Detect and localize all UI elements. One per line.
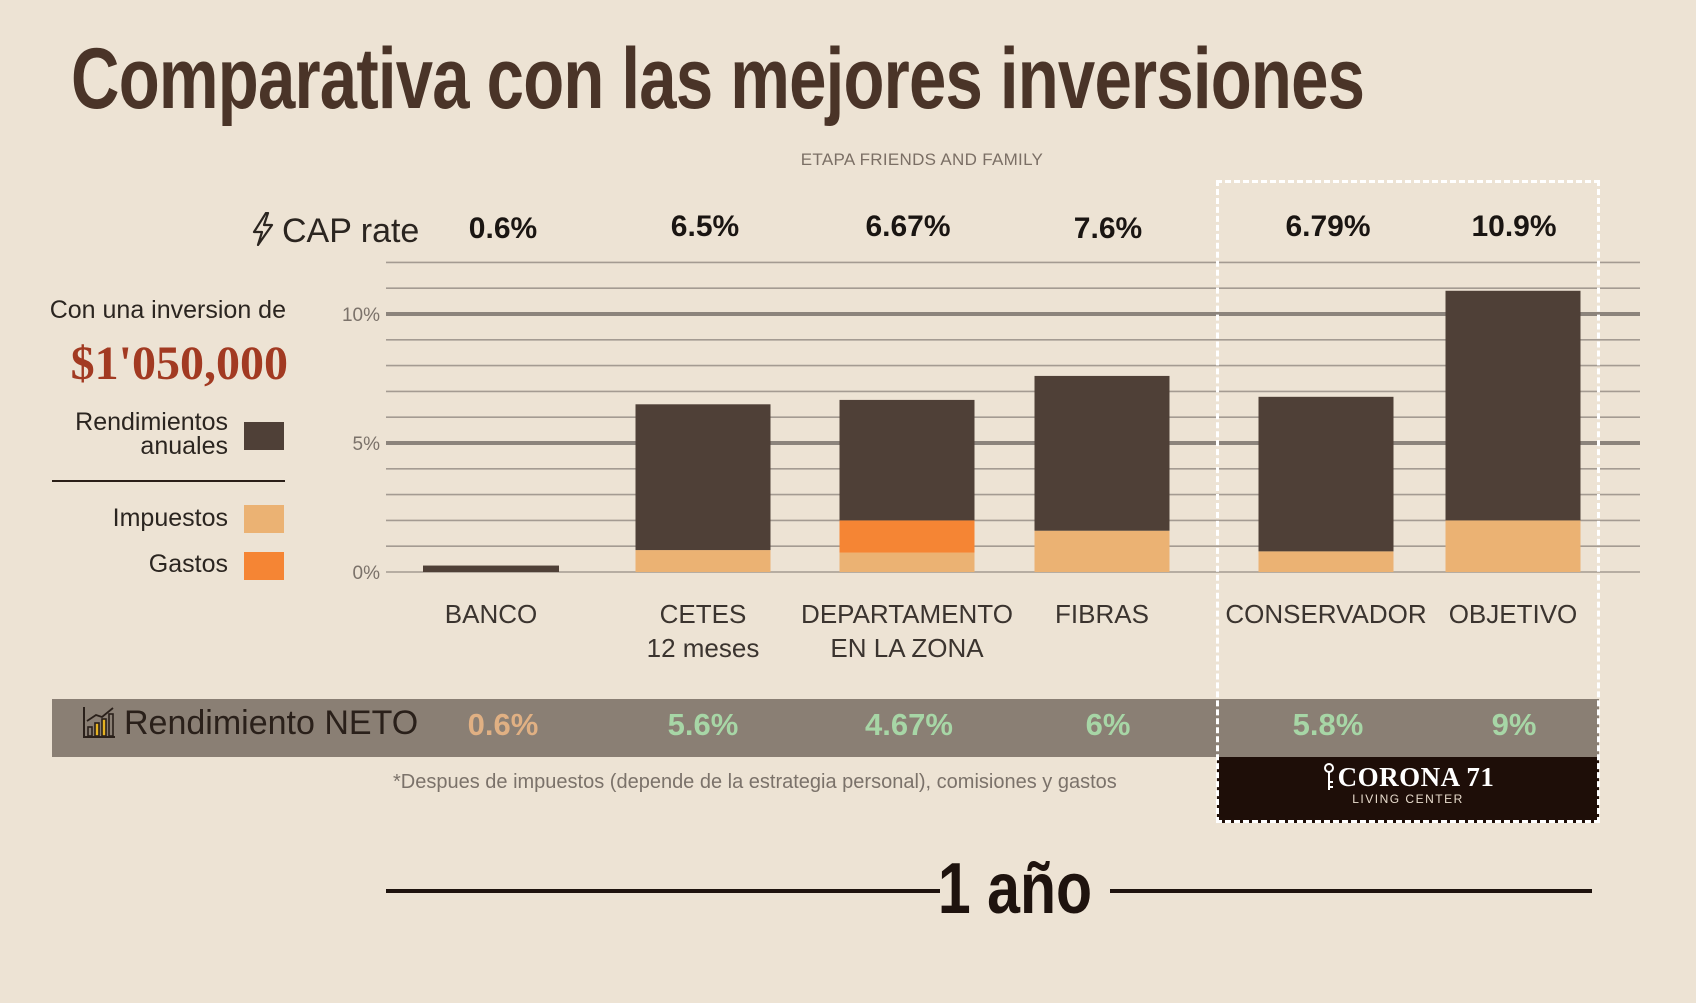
brand-logo: CORONA 71 [1217, 762, 1599, 793]
legend-impuestos-swatch [244, 505, 284, 533]
bar-segment [1034, 530, 1170, 572]
net-return-value: 9% [1491, 707, 1537, 742]
cap-rate-value: 6.5% [670, 210, 740, 243]
legend-impuestos-label: Impuestos [112, 504, 228, 532]
category-label: DEPARTAMENTO EN LA ZONA [787, 597, 1027, 665]
cap-rate-value: 6.79% [1285, 210, 1371, 243]
investment-label: Con una inversion de [49, 296, 286, 324]
bar-segment [635, 550, 771, 572]
bar-segment [1445, 520, 1581, 572]
category-label: FIBRAS [982, 597, 1222, 631]
bar-chart-icon [83, 707, 115, 738]
category-label-line2: EN LA ZONA [830, 633, 984, 663]
net-return-value: 4.67% [865, 707, 953, 742]
bar-segment [1445, 290, 1581, 521]
bar-segment [635, 404, 771, 551]
subtitle: ETAPA FRIENDS AND FAMILY [800, 150, 1044, 169]
category-label: CETES 12 meses [583, 597, 823, 665]
category-label: CONSERVADOR [1206, 597, 1446, 631]
category-label-line1: OBJETIVO [1448, 599, 1578, 629]
period-label: 1 año [937, 849, 1093, 929]
category-label-line1: BANCO [444, 599, 538, 629]
lightning-icon [252, 212, 274, 246]
y-tick-label: 0% [353, 563, 381, 584]
cap-rate-value: 6.67% [865, 210, 951, 243]
legend-rendimientos-swatch [244, 422, 284, 450]
legend-gastos-label: Gastos [148, 550, 228, 578]
bar-segment [839, 520, 975, 553]
brand-box [1217, 757, 1599, 823]
brand-tagline: LIVING CENTER [1352, 792, 1464, 806]
net-return-value: 5.6% [667, 707, 739, 742]
net-return-value: 6% [1085, 707, 1131, 742]
legend-divider [52, 480, 285, 482]
category-label: BANCO [371, 597, 611, 631]
period-rule-right [1110, 889, 1592, 893]
category-label-line1: FIBRAS [1055, 599, 1149, 629]
y-tick-label: 10% [342, 305, 380, 326]
bar-segment [1258, 551, 1394, 572]
category-label-line1: CETES [659, 599, 747, 629]
highlight-frame [1216, 180, 1600, 823]
cap-rate-value: 7.6% [1073, 212, 1143, 245]
category-label-line1: DEPARTAMENTO [801, 599, 1013, 629]
bar-segment [423, 565, 559, 572]
net-return-band [52, 699, 1599, 757]
footnote: *Despues de impuestos (depende de la est… [393, 771, 1117, 793]
net-return-value: 0.6% [467, 707, 539, 742]
legend-gastos-swatch [244, 552, 284, 580]
legend-rendimientos-line1: Rendimientos [75, 408, 228, 436]
category-label-line1: CONSERVADOR [1225, 599, 1427, 629]
y-tick-label: 5% [353, 434, 381, 455]
cap-rate-label: CAP rate [250, 212, 419, 251]
bar-segment [839, 552, 975, 572]
bar-segment [839, 399, 975, 521]
net-return-value: 5.8% [1292, 707, 1364, 742]
brand-name: CORONA 71 [1337, 762, 1495, 792]
cap-rate-value: 0.6% [468, 212, 538, 245]
key-icon [1323, 763, 1334, 790]
legend-rendimientos-label: Rendimientos anuales [40, 408, 228, 460]
net-return-label: Rendimiento NETO [82, 704, 418, 743]
cap-rate-value: 10.9% [1471, 210, 1557, 243]
cap-rate-text: CAP rate [282, 212, 420, 250]
period-rule-left [386, 889, 940, 893]
legend-rendimientos-line2: anuales [140, 432, 228, 460]
page-title: Comparativa con las mejores inversiones [71, 31, 1365, 127]
investment-amount: $1'050,000 [70, 337, 288, 390]
bar-segment [1034, 375, 1170, 531]
category-label: OBJETIVO [1393, 597, 1633, 631]
net-return-text: Rendimiento NETO [124, 704, 419, 742]
category-label-line2: 12 meses [646, 633, 760, 663]
bar-segment [1258, 396, 1394, 552]
